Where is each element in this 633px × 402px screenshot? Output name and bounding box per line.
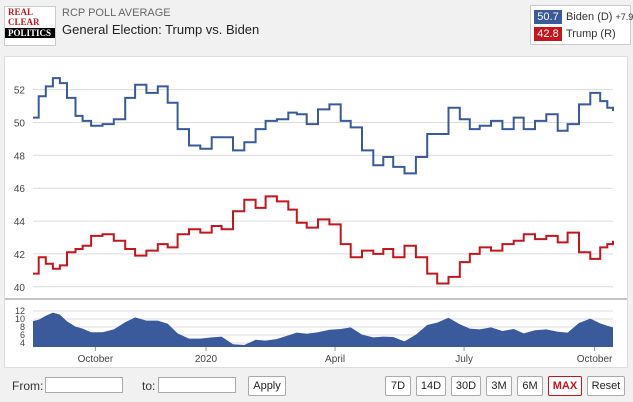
reset-button[interactable]: Reset xyxy=(587,376,625,396)
logo-line-1: REAL xyxy=(8,7,34,17)
range-6m-button[interactable]: 6M xyxy=(517,376,543,396)
header: REAL CLEAR POLITICS RCP POLL AVERAGE Gen… xyxy=(0,0,633,55)
spread-tick-label: 6 xyxy=(20,330,25,340)
apply-button[interactable]: Apply xyxy=(248,376,286,396)
legend-item-trump[interactable]: 42.8 Trump (R) xyxy=(534,27,616,41)
to-date-input[interactable] xyxy=(158,377,236,393)
spread-tick-label: 12 xyxy=(15,306,25,316)
spread-tick-label: 8 xyxy=(20,322,25,332)
legend-item-biden[interactable]: 50.7 Biden (D) +7.9 xyxy=(534,10,633,24)
range-30d-button[interactable]: 30D xyxy=(451,376,481,396)
biden-line xyxy=(33,77,614,175)
spread-tick-label: 10 xyxy=(15,314,25,324)
legend: 50.7 Biden (D) +7.9 42.8 Trump (R) xyxy=(530,5,633,45)
x-tick-label: July xyxy=(455,354,473,365)
range-14d-button[interactable]: 14D xyxy=(416,376,446,396)
y-tick-label: 50 xyxy=(14,119,26,130)
chart-subtitle: RCP POLL AVERAGE xyxy=(62,7,171,19)
legend-name-biden: Biden (D) xyxy=(566,11,613,23)
range-7d-button[interactable]: 7D xyxy=(385,376,411,396)
range-max-button[interactable]: MAX xyxy=(548,376,582,396)
y-tick-label: 52 xyxy=(14,86,26,97)
range-3m-button[interactable]: 3M xyxy=(486,376,512,396)
legend-name-trump: Trump (R) xyxy=(566,28,616,40)
logo-line-2: CLEAR xyxy=(8,17,40,27)
y-tick-label: 44 xyxy=(14,217,26,228)
from-label: From: xyxy=(12,379,44,393)
spread-area xyxy=(33,312,613,347)
chart-title: General Election: Trump vs. Biden xyxy=(62,22,260,37)
x-tick-label: October xyxy=(78,354,114,365)
chart-area[interactable]: 40 42 44 46 48 50 52 4 6 8 10 12 October 2020 April Jul… xyxy=(4,56,628,368)
legend-value-biden: 50.7 xyxy=(534,10,562,24)
date-controls: From: to: Apply 7D 14D 30D 3M 6M MAX Res… xyxy=(0,370,633,402)
legend-value-trump: 42.8 xyxy=(534,27,562,41)
x-tick-label: April xyxy=(325,354,345,365)
y-tick-label: 40 xyxy=(14,283,26,294)
rcp-logo[interactable]: REAL CLEAR POLITICS xyxy=(4,6,56,46)
logo-line-3: POLITICS xyxy=(5,28,55,38)
x-tick-label: October xyxy=(577,354,613,365)
y-tick-label: 42 xyxy=(14,250,26,261)
trump-line xyxy=(33,195,614,285)
y-tick-label: 46 xyxy=(14,184,26,195)
y-tick-label: 48 xyxy=(14,151,26,162)
spread-tick-label: 4 xyxy=(20,338,25,348)
x-tick-label: 2020 xyxy=(195,354,218,365)
legend-spread: +7.9 xyxy=(615,12,633,22)
to-label: to: xyxy=(142,379,156,393)
from-date-input[interactable] xyxy=(45,377,123,393)
